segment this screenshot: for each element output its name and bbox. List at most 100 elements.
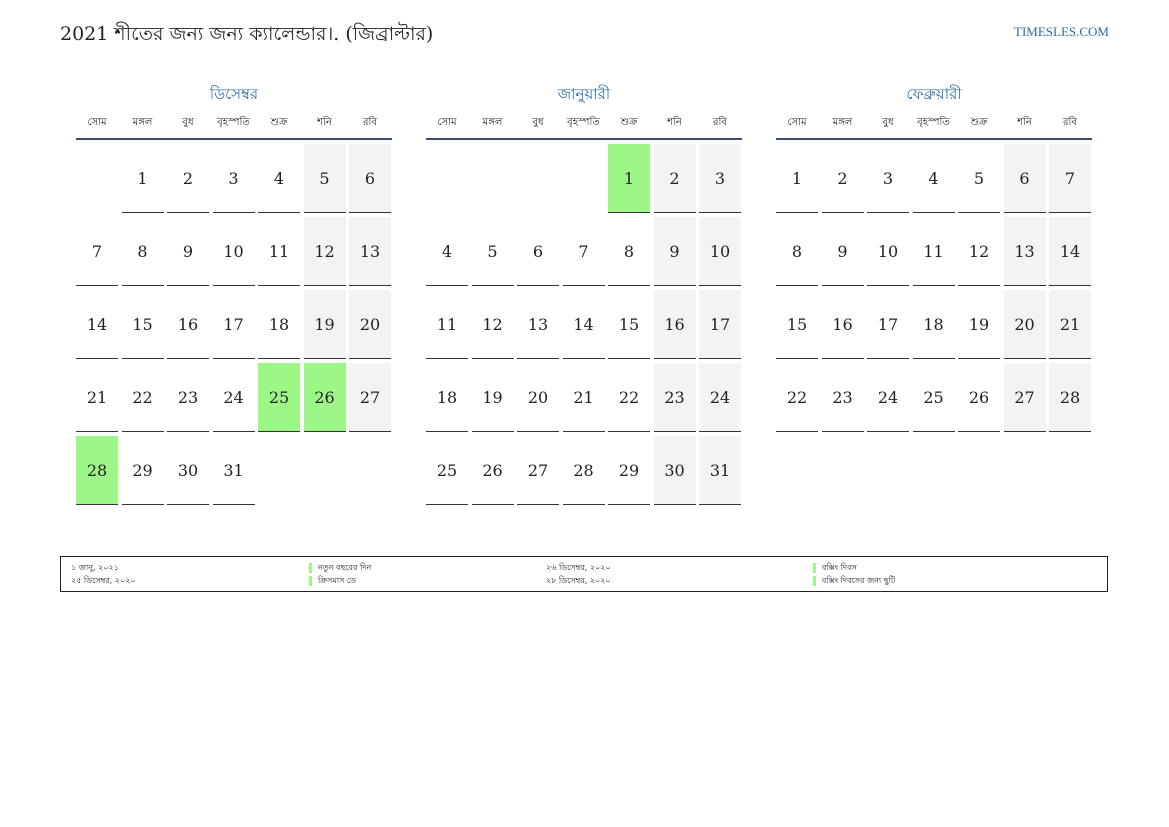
holiday-day-cell[interactable]: 28 xyxy=(76,436,118,505)
day-cell[interactable]: 6 xyxy=(517,217,559,286)
weekday-label: সোম xyxy=(437,117,457,128)
day-cell[interactable]: 20 xyxy=(1003,290,1046,359)
day-cell[interactable]: 4 xyxy=(912,144,955,213)
day-cell[interactable]: 26 xyxy=(958,363,1000,432)
day-cell[interactable]: 16 xyxy=(167,290,209,359)
day-cell[interactable]: 18 xyxy=(912,290,955,359)
day-cell[interactable]: 8 xyxy=(608,217,650,286)
day-cell[interactable]: 13 xyxy=(1003,217,1046,286)
day-cell[interactable]: 19 xyxy=(471,363,514,432)
day-cell[interactable]: 5 xyxy=(303,144,346,213)
weekday-label: শুক্র xyxy=(270,117,288,128)
day-cell[interactable]: 24 xyxy=(212,363,255,432)
day-cell[interactable]: 27 xyxy=(1003,363,1046,432)
day-cell[interactable]: 6 xyxy=(1003,144,1046,213)
day-cell[interactable]: 7 xyxy=(76,217,118,286)
day-cell[interactable]: 12 xyxy=(471,290,514,359)
day-cell[interactable]: 5 xyxy=(471,217,514,286)
day-cell[interactable]: 8 xyxy=(121,217,164,286)
day-cell[interactable]: 19 xyxy=(958,290,1000,359)
day-cell[interactable]: 29 xyxy=(608,436,650,505)
day-cell[interactable]: 11 xyxy=(426,290,468,359)
day-cell[interactable]: 24 xyxy=(867,363,909,432)
day-cell[interactable]: 18 xyxy=(426,363,468,432)
site-link[interactable]: TIMESLES.COM xyxy=(1014,24,1109,39)
day-cell[interactable]: 10 xyxy=(212,217,255,286)
day-cell[interactable]: 25 xyxy=(912,363,955,432)
day-cell[interactable]: 19 xyxy=(303,290,346,359)
day-cell[interactable]: 22 xyxy=(776,363,818,432)
day-cell[interactable]: 8 xyxy=(776,217,818,286)
day-cell[interactable]: 9 xyxy=(821,217,864,286)
day-cell[interactable]: 10 xyxy=(699,217,741,286)
day-cell[interactable]: 2 xyxy=(653,144,696,213)
weekday-label: শুক্র xyxy=(970,117,988,128)
holiday-day-cell[interactable]: 26 xyxy=(303,363,346,432)
day-cell[interactable]: 31 xyxy=(699,436,741,505)
day-cell[interactable]: 22 xyxy=(121,363,164,432)
day-cell[interactable]: 21 xyxy=(76,363,118,432)
empty-cell xyxy=(426,144,468,213)
day-cell[interactable]: 17 xyxy=(867,290,909,359)
day-cell[interactable]: 24 xyxy=(699,363,741,432)
day-cell[interactable]: 16 xyxy=(653,290,696,359)
day-cell[interactable]: 27 xyxy=(517,436,559,505)
month-name: ফেব্রুয়ারী xyxy=(906,85,962,103)
day-cell[interactable]: 17 xyxy=(212,290,255,359)
day-cell[interactable]: 23 xyxy=(167,363,209,432)
day-cell[interactable]: 26 xyxy=(471,436,514,505)
day-cell[interactable]: 15 xyxy=(121,290,164,359)
holiday-day-cell[interactable]: 25 xyxy=(258,363,300,432)
day-cell[interactable]: 14 xyxy=(76,290,118,359)
day-cell[interactable]: 27 xyxy=(349,363,391,432)
day-cell[interactable]: 9 xyxy=(653,217,696,286)
day-cell[interactable]: 21 xyxy=(1049,290,1091,359)
day-cell[interactable]: 5 xyxy=(958,144,1000,213)
day-cell[interactable]: 11 xyxy=(912,217,955,286)
weekday-label: শনি xyxy=(667,117,682,128)
day-cell[interactable]: 4 xyxy=(426,217,468,286)
legend-date: ১ জানু, ২০২১ xyxy=(71,563,119,572)
day-cell[interactable]: 15 xyxy=(776,290,818,359)
day-cell[interactable]: 6 xyxy=(349,144,391,213)
day-cell[interactable]: 14 xyxy=(1049,217,1091,286)
holiday-day-cell[interactable]: 1 xyxy=(608,144,650,213)
legend-date: ২৮ ডিসেম্বর, ২০২০ xyxy=(546,576,611,585)
day-cell[interactable]: 20 xyxy=(349,290,391,359)
day-cell[interactable]: 1 xyxy=(776,144,818,213)
day-cell[interactable]: 3 xyxy=(212,144,255,213)
day-cell[interactable]: 3 xyxy=(699,144,741,213)
day-cell[interactable]: 7 xyxy=(1049,144,1091,213)
day-cell[interactable]: 31 xyxy=(212,436,255,505)
day-cell[interactable]: 21 xyxy=(562,363,605,432)
day-cell[interactable]: 22 xyxy=(608,363,650,432)
day-cell[interactable]: 4 xyxy=(258,144,300,213)
day-cell[interactable]: 13 xyxy=(517,290,559,359)
day-cell[interactable]: 11 xyxy=(258,217,300,286)
day-cell[interactable]: 16 xyxy=(821,290,864,359)
day-cell[interactable]: 30 xyxy=(653,436,696,505)
day-cell[interactable]: 3 xyxy=(867,144,909,213)
day-cell[interactable]: 9 xyxy=(167,217,209,286)
day-cell[interactable]: 20 xyxy=(517,363,559,432)
day-cell[interactable]: 13 xyxy=(349,217,391,286)
day-cell[interactable]: 18 xyxy=(258,290,300,359)
day-cell[interactable]: 29 xyxy=(121,436,164,505)
day-cell[interactable]: 30 xyxy=(167,436,209,505)
day-cell[interactable]: 15 xyxy=(608,290,650,359)
day-cell[interactable]: 7 xyxy=(562,217,605,286)
day-cell[interactable]: 28 xyxy=(562,436,605,505)
day-cell[interactable]: 23 xyxy=(821,363,864,432)
day-cell[interactable]: 12 xyxy=(958,217,1000,286)
day-cell[interactable]: 2 xyxy=(821,144,864,213)
day-cell[interactable]: 12 xyxy=(303,217,346,286)
day-cell[interactable]: 25 xyxy=(426,436,468,505)
day-cell[interactable]: 17 xyxy=(699,290,741,359)
day-cell[interactable]: 10 xyxy=(867,217,909,286)
empty-cell xyxy=(517,144,559,213)
day-cell[interactable]: 14 xyxy=(562,290,605,359)
day-cell[interactable]: 23 xyxy=(653,363,696,432)
day-cell[interactable]: 1 xyxy=(121,144,164,213)
day-cell[interactable]: 28 xyxy=(1049,363,1091,432)
day-cell[interactable]: 2 xyxy=(167,144,209,213)
